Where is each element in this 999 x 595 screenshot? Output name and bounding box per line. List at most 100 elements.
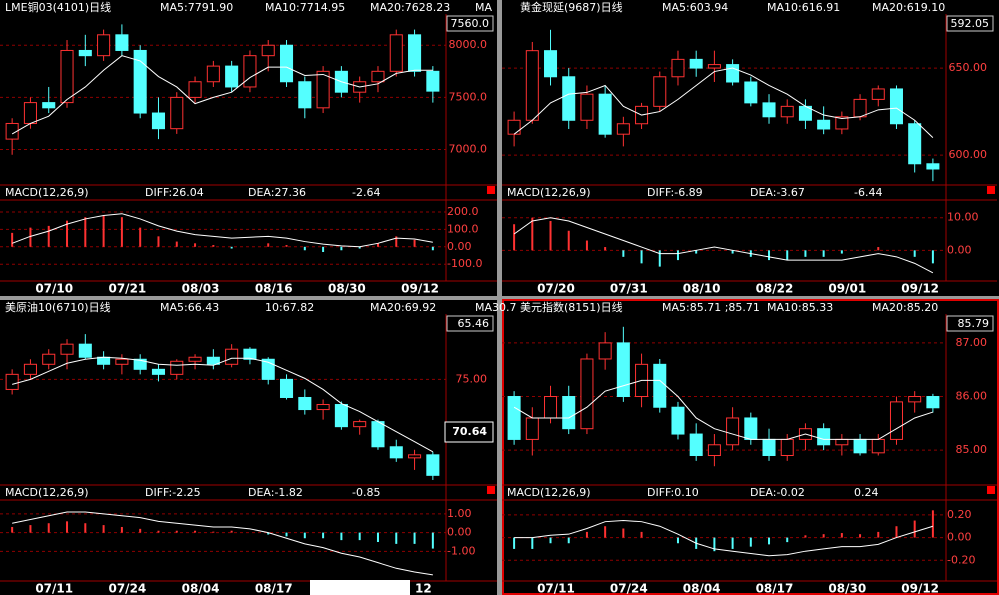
candle-body: [871, 438, 885, 454]
candle-body: [206, 356, 220, 365]
marker: [487, 186, 495, 194]
x-tick-label: 07/11: [35, 582, 73, 595]
last-price: 7560.0: [451, 17, 490, 30]
candle-body: [188, 81, 202, 98]
candle-body: [225, 348, 239, 365]
candle-body: [689, 58, 703, 69]
x-tick-label: 08/04: [683, 582, 721, 595]
candle-body: [115, 34, 129, 51]
y-tick-label: 7500.0: [449, 90, 488, 103]
macd-diff-line: [514, 520, 934, 557]
candle-body: [853, 438, 867, 454]
candle-body: [507, 119, 521, 135]
active-panel-border: [502, 299, 999, 595]
candle-body: [580, 93, 594, 121]
macd-tick-label: 0.00: [447, 240, 472, 253]
macd-diff: DIFF:0.10: [647, 486, 699, 499]
cursor-price-box: [444, 421, 494, 443]
candle-body: [744, 417, 758, 440]
candle-body: [389, 34, 403, 72]
macd-diff: DIFF:-6.89: [647, 186, 703, 199]
macd-label: MACD(12,26,9): [507, 486, 591, 499]
y-tick-label: 600.00: [949, 148, 988, 161]
header-value: MA20:619.10: [872, 1, 945, 14]
candle-body: [261, 44, 275, 57]
candle-body: [78, 49, 92, 57]
last-price: 65.46: [458, 317, 490, 330]
candle-body: [707, 444, 721, 457]
header-value: MA10:616.91: [767, 1, 840, 14]
candle-body: [871, 88, 885, 100]
macd-tick-label: 0.00: [947, 531, 972, 544]
candle-body: [616, 342, 630, 398]
x-tick-label: 08/03: [182, 282, 220, 296]
marker: [487, 486, 495, 494]
panel: 美元指数(8151)日线 MA5:85.71 ;85.71 MA10:85.33 MA…: [502, 300, 997, 595]
candle-body: [243, 55, 257, 88]
macd-label: MACD(12,26,9): [5, 186, 89, 199]
price-box: [446, 15, 494, 32]
candle-body: [580, 358, 594, 430]
candle-body: [78, 343, 92, 358]
x-tick-label: 08/17: [756, 582, 794, 595]
x-tick-label: 07/31: [610, 282, 648, 296]
candle-body: [525, 417, 539, 440]
candle-body: [507, 396, 521, 440]
candle-body: [170, 360, 184, 375]
header-value: MA20:7628.23: [370, 1, 450, 14]
macd-dea: DEA:-3.67: [750, 186, 805, 199]
macd-diff: DIFF:-2.25: [145, 486, 201, 499]
candle-body: [562, 76, 576, 121]
candle-body: [817, 119, 831, 130]
candle-body: [671, 406, 685, 435]
candle-body: [298, 396, 312, 411]
x-tick-label: 08/04: [182, 582, 220, 595]
header-value: MA5:85.71 ;85.71: [662, 301, 760, 314]
x-tick-label: 09/12: [401, 282, 439, 296]
candle-body: [525, 50, 539, 121]
macd-tick-label: 0.20: [947, 508, 972, 521]
candle-body: [60, 343, 74, 355]
y-tick-label: 87.00: [956, 336, 988, 349]
y-tick-label: 650.00: [949, 61, 988, 74]
cursor-date-box: [310, 580, 410, 595]
candle-body: [133, 49, 147, 114]
candle-body: [780, 438, 794, 457]
candle-body: [598, 342, 612, 360]
macd-dea: DEA:-0.02: [750, 486, 805, 499]
candle-body: [853, 98, 867, 118]
x-tick-label: 08/30: [828, 582, 866, 595]
last-price: 592.05: [951, 17, 990, 30]
candle-body: [426, 454, 440, 476]
candle-body: [616, 123, 630, 135]
header-value: MA5:66.43: [160, 301, 219, 314]
candle-body: [316, 70, 330, 109]
candle-body: [60, 49, 74, 104]
x-tick-label: 08/16: [255, 282, 293, 296]
ma5-line: [513, 67, 934, 139]
y-tick-label: 75.00: [456, 372, 488, 385]
macd-tick-label: 1.00: [447, 507, 472, 520]
x-tick-label: 07/21: [108, 282, 146, 296]
candle-body: [243, 348, 257, 360]
candle-body: [42, 353, 56, 365]
horizontal-divider: [0, 296, 999, 300]
ma5-line: [11, 55, 433, 135]
candle-body: [353, 421, 367, 428]
candle-body: [926, 396, 940, 409]
candle-body: [889, 88, 903, 125]
candle-body: [671, 58, 685, 78]
x-tick-label: 07/24: [108, 582, 146, 595]
last-price: 85.79: [958, 317, 990, 330]
ma5-line: [513, 379, 934, 440]
header-value: MA5:603.94: [662, 1, 728, 14]
candle-body: [23, 363, 37, 375]
macd-tick-label: -1.00: [447, 544, 475, 557]
candle-body: [371, 70, 385, 83]
candle-body: [707, 64, 721, 69]
header-value: MA30.7: [475, 301, 517, 314]
macd-diff-line: [11, 213, 433, 248]
macd-tick-label: -0.20: [947, 553, 975, 566]
x-tick-label: 07/20: [537, 282, 575, 296]
candle-body: [762, 102, 776, 118]
